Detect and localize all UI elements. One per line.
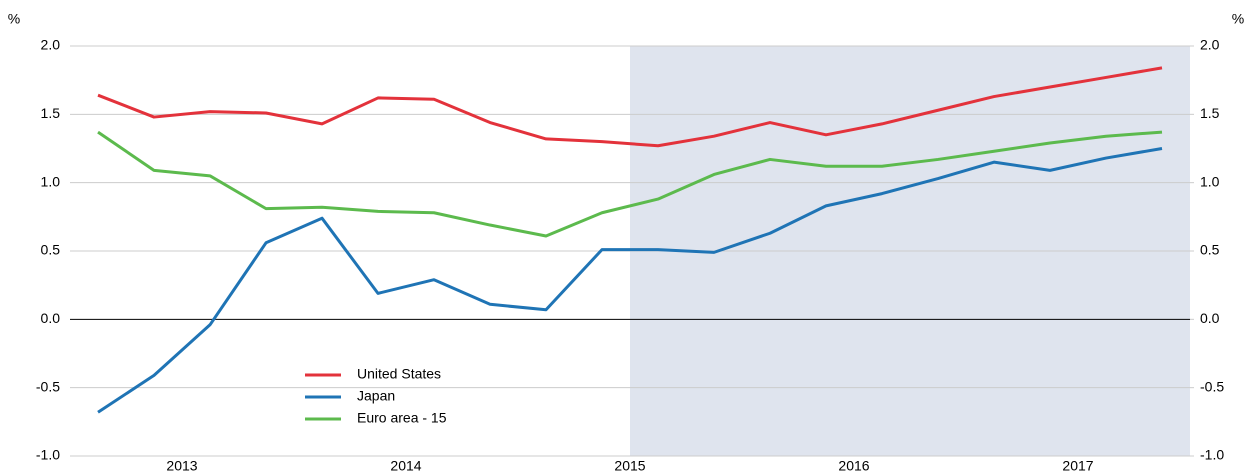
y-tick-label: 0.0 — [41, 310, 61, 326]
series-line — [97, 66, 1163, 148]
series-line — [97, 130, 1163, 238]
y2-axis-label: % — [1232, 11, 1244, 27]
legend-label: Japan — [357, 388, 395, 404]
x-tick-label: 2015 — [614, 458, 645, 474]
y-tick-label: 1.0 — [41, 173, 61, 189]
x-tick-label: 2016 — [838, 458, 869, 474]
y-tick-label: -0.5 — [36, 378, 60, 394]
y2-tick-label: 0.0 — [1200, 310, 1220, 326]
legend-label: United States — [357, 366, 441, 382]
y-tick-label: 0.5 — [41, 242, 61, 258]
y2-tick-label: 1.0 — [1200, 173, 1220, 189]
y-tick-label: 2.0 — [41, 37, 61, 53]
series-line — [97, 147, 1163, 414]
y2-tick-label: 0.5 — [1200, 242, 1220, 258]
y-axis-label: % — [8, 11, 20, 27]
x-tick-label: 2013 — [166, 458, 197, 474]
y2-tick-label: -1.0 — [1200, 447, 1224, 463]
x-tick-label: 2014 — [390, 458, 421, 474]
y2-tick-label: 2.0 — [1200, 37, 1220, 53]
legend-label: Euro area - 15 — [357, 410, 447, 426]
y2-tick-label: 1.5 — [1200, 105, 1220, 121]
y-tick-label: -1.0 — [36, 447, 60, 463]
y2-tick-label: -0.5 — [1200, 378, 1224, 394]
y-tick-label: 1.5 — [41, 105, 61, 121]
x-tick-label: 2017 — [1062, 458, 1093, 474]
